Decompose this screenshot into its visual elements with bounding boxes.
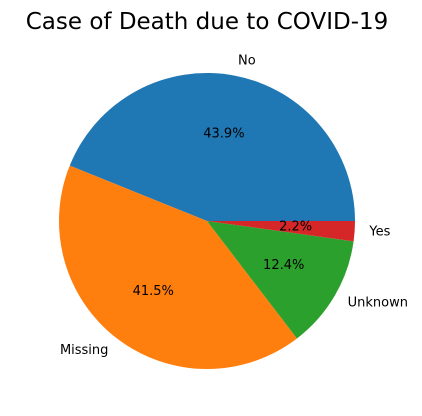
pie-slice-yes	[207, 221, 355, 242]
slice-percent-unknown: 12.4%	[263, 258, 304, 273]
chart-title: Case of Death due to COVID-19	[26, 9, 389, 35]
pie-slice-unknown	[207, 221, 354, 339]
pie-slice-no	[69, 72, 355, 221]
pie-slices	[58, 72, 355, 370]
pie-slice-missing	[58, 165, 297, 370]
slice-percent-missing: 41.5%	[133, 284, 174, 299]
slice-label-yes: Yes	[368, 225, 390, 240]
slice-label-missing: Missing	[60, 343, 108, 358]
slice-label-no: No	[238, 54, 256, 69]
pie-labels: No 43.9% Missing 41.5% Unknown 12.4% Yes 2.2%	[60, 54, 408, 358]
slice-percent-no: 43.9%	[203, 126, 244, 141]
slice-label-unknown: Unknown	[348, 295, 408, 310]
slice-percent-yes: 2.2%	[279, 220, 312, 235]
